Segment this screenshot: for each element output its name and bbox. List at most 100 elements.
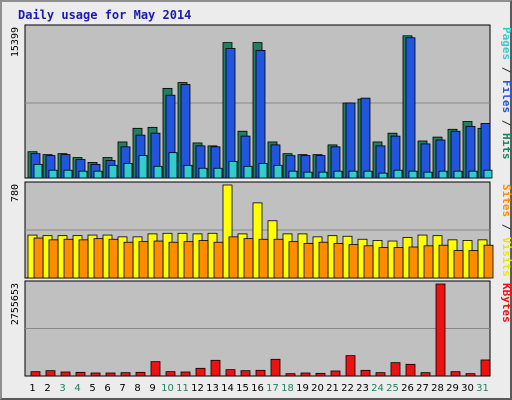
- x-tick-label: 14: [221, 383, 234, 394]
- traffic-bar-pages: [138, 155, 148, 179]
- x-tick-label: 6: [104, 383, 110, 394]
- x-tick-label: 21: [326, 383, 339, 394]
- traffic-legend-item: Files: [500, 80, 512, 113]
- visitors-bar-sites: [108, 238, 119, 279]
- x-tick-label: 24: [371, 383, 384, 394]
- kbytes-bar-kbytes: [150, 361, 161, 377]
- visitors-bar-sites: [378, 247, 389, 279]
- traffic-bar-files: [405, 37, 416, 179]
- traffic-bar-pages: [243, 165, 253, 179]
- x-tick-label: 4: [74, 383, 80, 394]
- kbytes-bar-kbytes: [240, 370, 251, 377]
- x-tick-label: 17: [266, 383, 279, 394]
- kbytes-bar-kbytes: [285, 373, 296, 377]
- x-tick-label: 23: [356, 383, 369, 394]
- traffic-legend: Pages / Files / Hits: [500, 27, 512, 160]
- x-tick-label: 11: [176, 383, 189, 394]
- traffic-bar-pages: [303, 171, 313, 179]
- traffic-bar-files: [180, 84, 191, 179]
- visitors-bar-sites: [93, 238, 104, 279]
- x-tick-label: 12: [191, 383, 204, 394]
- traffic-bar-pages: [93, 170, 103, 179]
- visitors-bar-sites: [63, 238, 74, 279]
- x-tick-label: 8: [134, 383, 140, 394]
- visitors-bar-sites: [33, 237, 44, 279]
- kbytes-bar-kbytes: [225, 369, 236, 377]
- traffic-bar-pages: [63, 169, 73, 179]
- x-tick-label: 2: [44, 383, 50, 394]
- kbytes-bar-kbytes: [120, 372, 131, 377]
- traffic-bar-pages: [423, 171, 433, 179]
- traffic-bar-pages: [183, 164, 193, 179]
- kbytes-bar-kbytes: [345, 355, 356, 377]
- visitors-bar-sites: [303, 243, 314, 279]
- traffic-bar-files: [225, 48, 236, 179]
- traffic-legend-item: Hits: [500, 133, 512, 160]
- kbytes-bar-kbytes: [75, 371, 86, 377]
- traffic-bar-pages: [213, 167, 223, 179]
- visitors-bar-sites: [468, 250, 479, 279]
- x-tick-label: 7: [119, 383, 125, 394]
- traffic-bar-pages: [348, 170, 358, 179]
- x-tick-label: 16: [251, 383, 264, 394]
- traffic-bar-files: [360, 97, 371, 179]
- visitors-bar-sites: [363, 245, 374, 279]
- visitors-legend-item: /: [500, 217, 512, 237]
- traffic-bar-pages: [393, 169, 403, 179]
- visitors-bar-sites: [393, 247, 404, 279]
- kbytes-bar-kbytes: [390, 362, 401, 377]
- x-tick-label: 19: [296, 383, 309, 394]
- chart-title: Daily usage for May 2014: [18, 8, 192, 22]
- traffic-bar-pages: [33, 163, 43, 179]
- kbytes-bar-kbytes: [435, 283, 446, 377]
- visitors-bar-sites: [408, 246, 419, 279]
- visitors-bar-sites: [168, 241, 179, 279]
- traffic-bar-pages: [438, 170, 448, 179]
- traffic-bar-pages: [48, 169, 58, 179]
- traffic-bar-pages: [198, 167, 208, 179]
- x-tick-label: 5: [89, 383, 95, 394]
- visitors-bar-sites: [123, 241, 134, 279]
- visitors-bar-sites: [288, 241, 299, 279]
- kbytes-bar-kbytes: [210, 359, 221, 377]
- kbytes-bar-kbytes: [405, 363, 416, 377]
- traffic-bar-files: [345, 102, 356, 179]
- traffic-legend-item: /: [500, 60, 512, 80]
- visitors-bar-sites: [183, 241, 194, 279]
- kbytes-bar-kbytes: [375, 372, 386, 377]
- traffic-bar-files: [255, 49, 266, 179]
- kbytes-bar-kbytes: [330, 370, 341, 377]
- kbytes-bar-kbytes: [105, 372, 116, 377]
- kbytes-bar-kbytes: [30, 371, 41, 377]
- visitors-bar-sites: [258, 238, 269, 279]
- visitors-max-label: 780: [10, 184, 21, 202]
- kbytes-bar-kbytes: [480, 359, 491, 377]
- visitors-bar-sites: [348, 244, 359, 279]
- x-tick-label: 30: [461, 383, 474, 394]
- x-tick-label: 18: [281, 383, 294, 394]
- x-tick-label: 3: [59, 383, 65, 394]
- traffic-legend-item: Pages: [500, 27, 512, 60]
- visitors-bar-sites: [48, 239, 59, 279]
- kbytes-bar-kbytes: [255, 369, 266, 377]
- traffic-bar-pages: [333, 170, 343, 179]
- x-tick-label: 9: [149, 383, 155, 394]
- traffic-bar-pages: [453, 170, 463, 179]
- visitors-bar-sites: [198, 240, 209, 279]
- visitors-bar-sites: [273, 238, 284, 279]
- traffic-bar-pages: [153, 165, 163, 179]
- visitors-legend-item: Visits: [500, 237, 512, 277]
- visitors-bar-sites: [228, 236, 239, 279]
- traffic-legend-item: /: [500, 113, 512, 133]
- kbytes-bar-kbytes: [270, 358, 281, 377]
- kbytes-bar-kbytes: [45, 370, 56, 377]
- visitors-bar-sites: [138, 241, 149, 279]
- traffic-bar-pages: [228, 161, 238, 179]
- kbytes-bar-kbytes: [135, 371, 146, 377]
- visitors-bar-sites: [438, 244, 449, 279]
- traffic-bar-pages: [123, 162, 133, 179]
- x-tick-label: 13: [206, 383, 219, 394]
- traffic-bar-pages: [483, 169, 493, 179]
- kbytes-legend: KBytes: [500, 283, 512, 323]
- traffic-bar-files: [465, 125, 476, 179]
